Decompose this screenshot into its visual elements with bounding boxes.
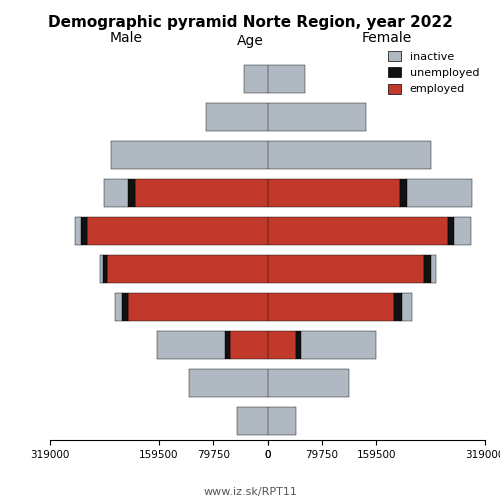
Bar <box>225 331 230 359</box>
Bar <box>268 64 305 93</box>
Bar <box>301 331 376 359</box>
Bar <box>408 179 472 207</box>
Bar <box>268 331 296 359</box>
Bar <box>296 331 301 359</box>
Bar <box>244 64 268 93</box>
Bar <box>75 217 80 245</box>
Bar <box>268 255 424 283</box>
Bar <box>424 255 431 283</box>
Text: Male: Male <box>110 31 142 45</box>
Bar <box>454 217 470 245</box>
Bar <box>268 407 296 435</box>
Bar <box>268 217 448 245</box>
Bar <box>431 255 436 283</box>
Text: www.iz.sk/RPT11: www.iz.sk/RPT11 <box>203 487 297 497</box>
Bar <box>110 141 268 169</box>
Bar <box>128 179 134 207</box>
Bar <box>268 292 394 322</box>
Bar <box>402 292 412 322</box>
Bar <box>268 141 431 169</box>
Bar <box>230 331 268 359</box>
Bar <box>206 103 268 131</box>
Bar <box>189 369 268 397</box>
Bar <box>128 292 268 322</box>
Bar <box>268 369 349 397</box>
Bar <box>80 217 87 245</box>
Bar <box>87 217 268 245</box>
Bar <box>394 292 402 322</box>
Bar <box>134 179 268 207</box>
Text: Demographic pyramid Norte Region, year 2022: Demographic pyramid Norte Region, year 2… <box>48 15 452 30</box>
Legend: inactive, unemployed, employed: inactive, unemployed, employed <box>383 46 484 99</box>
Bar <box>122 292 128 322</box>
Bar <box>116 292 122 322</box>
Bar <box>157 331 225 359</box>
Bar <box>100 255 103 283</box>
Bar <box>268 103 366 131</box>
Text: Female: Female <box>362 31 412 45</box>
Bar <box>268 179 400 207</box>
Bar <box>448 217 454 245</box>
Bar <box>108 255 268 283</box>
Bar <box>400 179 407 207</box>
Text: Age: Age <box>236 34 264 48</box>
Bar <box>103 255 108 283</box>
Bar <box>237 407 268 435</box>
Bar <box>104 179 128 207</box>
